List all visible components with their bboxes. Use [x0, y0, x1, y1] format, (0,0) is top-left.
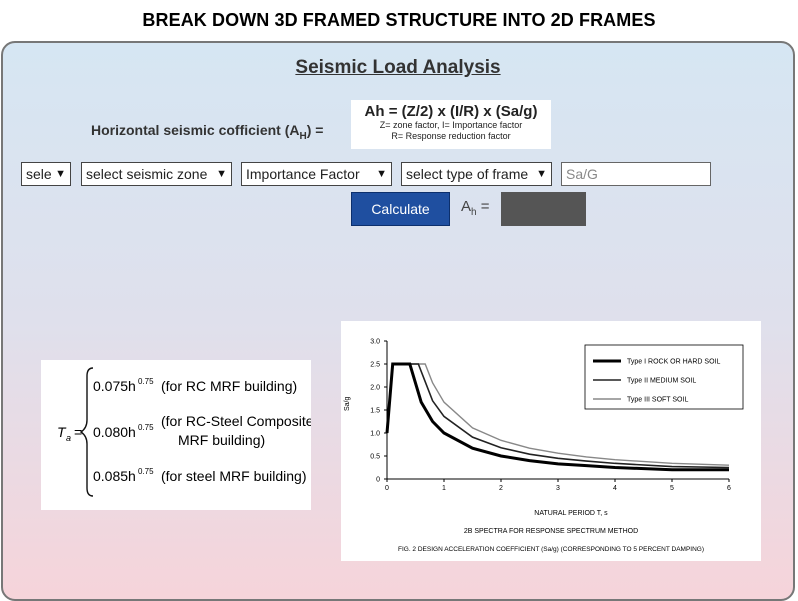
- legend-label: Type II MEDIUM SOIL: [627, 378, 696, 385]
- x-tick-label: 5: [670, 485, 674, 492]
- chevron-down-icon: ▼: [216, 168, 227, 180]
- x-tick-label: 3: [556, 485, 560, 492]
- ta-symbol: T: [57, 424, 67, 440]
- row3-exp: 0.75: [138, 467, 154, 476]
- row3-desc: (for steel MRF building): [161, 468, 307, 484]
- row3-coef: 0.085h: [93, 468, 136, 484]
- legend-label: Type I ROCK OR HARD SOIL: [627, 359, 720, 366]
- page-title: BREAK DOWN 3D FRAMED STRUCTURE INTO 2D F…: [142, 9, 656, 30]
- y-axis-label: Sa/g: [344, 396, 351, 411]
- formula-note-2: R= Response reduction factor: [391, 131, 511, 141]
- x-tick-label: 2: [499, 485, 503, 492]
- y-tick-label: 1.0: [370, 431, 380, 438]
- legend-label: Type III SOFT SOIL: [627, 397, 688, 404]
- spectrum-series-line: [386, 363, 730, 469]
- sag-input[interactable]: Sa/G: [561, 162, 711, 186]
- chart-svg: 0 0.5 1.0 1.5 2.0 2.5 3.0 0 1 2 3 4 5 6 Type I ROCK …: [344, 339, 744, 553]
- row1-exp: 0.75: [138, 377, 154, 386]
- spectrum-series-line: [385, 362, 729, 472]
- response-spectrum-chart: 0 0.5 1.0 1.5 2.0 2.5 3.0 0 1 2 3 4 5 6 Type I ROCK …: [341, 321, 761, 561]
- sag-placeholder: Sa/G: [566, 166, 598, 182]
- chart-caption-2: FIG. 2 DESIGN ACCELERATION COEFFICIENT (…: [398, 546, 704, 553]
- x-tick-label: 6: [727, 485, 731, 492]
- period-formula-image: T a = 0.075h 0.75 (for RC MRF building) …: [41, 360, 314, 510]
- importance-factor-value: Importance Factor: [246, 166, 360, 182]
- ta-subscript: a: [66, 433, 71, 443]
- importance-factor-select[interactable]: Importance Factor ▼: [241, 162, 392, 186]
- calculate-button[interactable]: Calculate: [351, 192, 450, 226]
- seismic-panel: Seismic Load Analysis Horizontal seismic…: [1, 41, 795, 601]
- x-tick-label: 1: [442, 485, 446, 492]
- y-tick-label: 2.5: [370, 362, 380, 369]
- result-label: Ah =: [461, 198, 490, 218]
- period-formula-svg: T a = 0.075h 0.75 (for RC MRF building) …: [57, 367, 314, 497]
- seismic-zone-value: select seismic zone: [86, 166, 208, 182]
- equals-sign: =: [74, 424, 82, 440]
- row2-coef: 0.080h: [93, 424, 136, 440]
- row2-desc1: (for RC-Steel Composite: [161, 413, 311, 429]
- y-tick-label: 1.5: [370, 408, 380, 415]
- x-tick-label: 4: [613, 485, 617, 492]
- select-dropdown-1[interactable]: selec ▼: [21, 162, 71, 186]
- formula-image: Ah = (Z/2) x (I/R) x (Sa/g) Z= zone fact…: [351, 100, 551, 149]
- x-axis-label: NATURAL PERIOD T, s: [534, 510, 608, 517]
- row1-coef: 0.075h: [93, 378, 136, 394]
- y-tick-label: 0.5: [370, 454, 380, 461]
- chevron-down-icon: ▼: [376, 168, 387, 180]
- result-output: [501, 192, 586, 226]
- select-1-value: selec: [26, 166, 52, 182]
- y-tick-label: 0: [376, 477, 380, 484]
- formula-note-1: Z= zone factor, I= Importance factor: [379, 120, 523, 130]
- formula-equation: Ah = (Z/2) x (I/R) x (Sa/g): [364, 103, 538, 120]
- row2-desc2: MRF building): [178, 432, 265, 448]
- chart-caption-1: 2B SPECTRA FOR RESPONSE SPECTRUM METHOD: [464, 528, 638, 535]
- formula-label: Horizontal seismic cofficient (AH) =: [91, 122, 324, 142]
- y-tick-label: 2.0: [370, 385, 380, 392]
- row2-exp: 0.75: [138, 423, 154, 432]
- chevron-down-icon: ▼: [55, 168, 66, 180]
- y-tick-label: 3.0: [370, 339, 380, 346]
- brace-shape: [79, 367, 94, 497]
- frame-type-value: select type of frame: [406, 166, 529, 182]
- spectrum-series-line: [386, 363, 730, 466]
- section-title: Seismic Load Analysis: [295, 57, 501, 78]
- frame-type-select[interactable]: select type of frame ▼: [401, 162, 552, 186]
- seismic-zone-select[interactable]: select seismic zone ▼: [81, 162, 232, 186]
- chevron-down-icon: ▼: [536, 168, 547, 180]
- x-tick-label: 0: [385, 485, 389, 492]
- row1-desc: (for RC MRF building): [161, 378, 297, 394]
